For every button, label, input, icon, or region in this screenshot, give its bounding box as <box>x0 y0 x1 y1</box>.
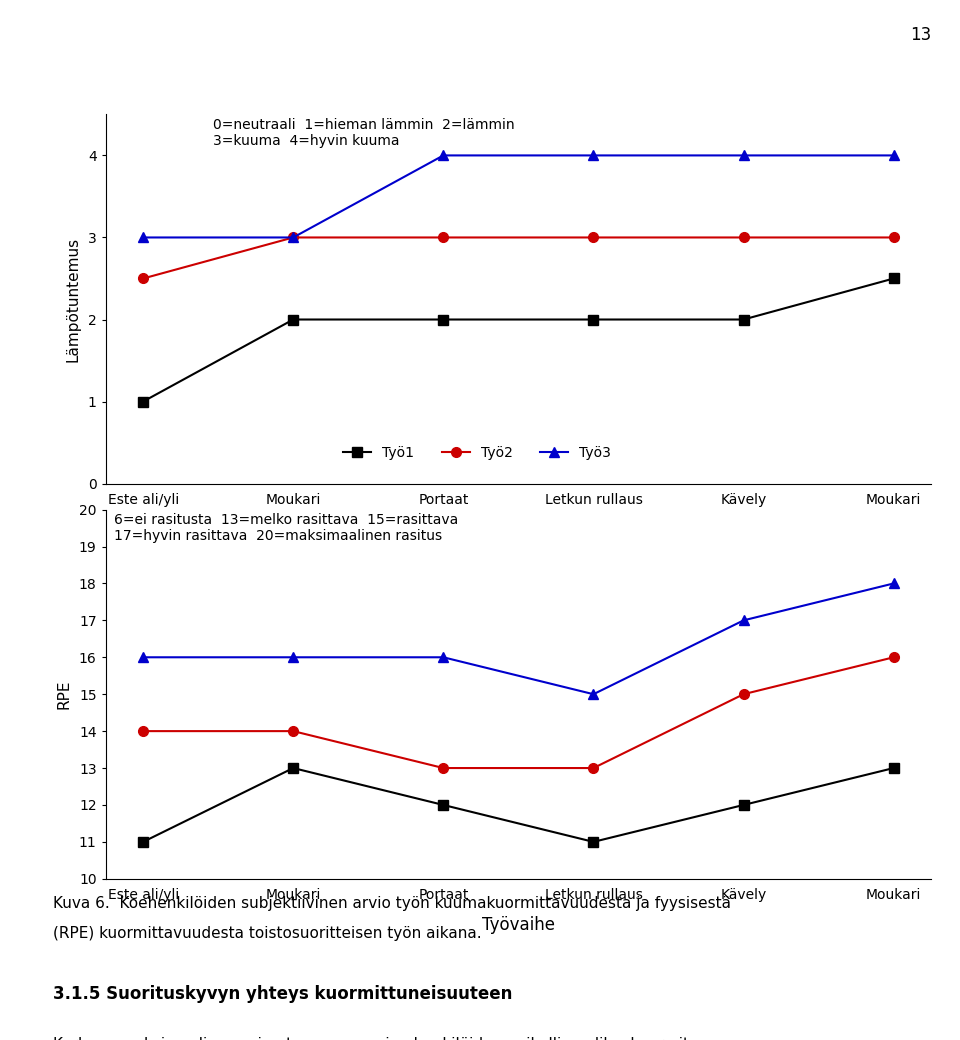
Y-axis label: RPE: RPE <box>57 679 72 709</box>
Työ2 <box>137 725 149 737</box>
Työ2 <box>738 688 750 701</box>
Työ1 <box>287 761 299 774</box>
Työ3 <box>888 149 900 161</box>
Työ2 <box>287 725 299 737</box>
Työ1 <box>888 272 900 285</box>
Text: 3.1.5 Suorituskyvyn yhteys kuormittuneisuuteen: 3.1.5 Suorituskyvyn yhteys kuormittuneis… <box>53 985 513 1003</box>
Text: 13: 13 <box>910 26 931 44</box>
Työ3 <box>137 231 149 243</box>
Text: 0=neutraali  1=hieman lämmin  2=lämmin
3=kuuma  4=hyvin kuuma: 0=neutraali 1=hieman lämmin 2=lämmin 3=k… <box>213 119 515 149</box>
Text: Korkean maksimaalisen voimatason omaavien henkilöiden paikallinen lihaskuormitus: Korkean maksimaalisen voimatason omaavie… <box>53 1037 707 1040</box>
Työ2 <box>438 761 449 774</box>
Text: (RPE) kuormittavuudesta toistosuoritteisen työn aikana.: (RPE) kuormittavuudesta toistosuoritteis… <box>53 926 481 940</box>
Työ2 <box>438 231 449 243</box>
Työ3 <box>588 149 599 161</box>
Työ3 <box>287 651 299 664</box>
Työ1 <box>137 395 149 408</box>
Työ1 <box>588 836 599 849</box>
Työ3 <box>738 614 750 626</box>
Työ3 <box>137 651 149 664</box>
Line: Työ1: Työ1 <box>138 763 899 847</box>
Line: Työ3: Työ3 <box>138 151 899 242</box>
Työ3 <box>888 577 900 590</box>
Line: Työ3: Työ3 <box>138 578 899 699</box>
Line: Työ2: Työ2 <box>138 652 899 773</box>
Työ1 <box>738 313 750 326</box>
Työ2 <box>137 272 149 285</box>
Legend: Työ1, Työ2, Työ3: Työ1, Työ2, Työ3 <box>338 441 616 466</box>
Line: Työ1: Työ1 <box>138 274 899 407</box>
Työ2 <box>588 761 599 774</box>
Työ1 <box>738 799 750 811</box>
Työ3 <box>738 149 750 161</box>
Työ3 <box>438 651 449 664</box>
Text: Kuva 6.  Koehenkilöiden subjektiivinen arvio työn kuumakuormittavuudesta ja fyys: Kuva 6. Koehenkilöiden subjektiivinen ar… <box>53 896 731 911</box>
Työ2 <box>738 231 750 243</box>
Työ3 <box>588 688 599 701</box>
Työ1 <box>137 836 149 849</box>
Y-axis label: Lämpötuntemus: Lämpötuntemus <box>65 236 81 362</box>
Työ1 <box>438 313 449 326</box>
Työ3 <box>438 149 449 161</box>
Työ1 <box>438 799 449 811</box>
Työ2 <box>588 231 599 243</box>
Text: 6=ei rasitusta  13=melko rasittava  15=rasittava
17=hyvin rasittava  20=maksimaa: 6=ei rasitusta 13=melko rasittava 15=ras… <box>114 514 458 544</box>
Työ1 <box>588 313 599 326</box>
Työ2 <box>888 231 900 243</box>
Text: Työvaihe: Työvaihe <box>482 916 555 934</box>
Työ3 <box>287 231 299 243</box>
Line: Työ2: Työ2 <box>138 233 899 283</box>
Työ1 <box>888 761 900 774</box>
Työ2 <box>888 651 900 664</box>
Työ1 <box>287 313 299 326</box>
Työ2 <box>287 231 299 243</box>
